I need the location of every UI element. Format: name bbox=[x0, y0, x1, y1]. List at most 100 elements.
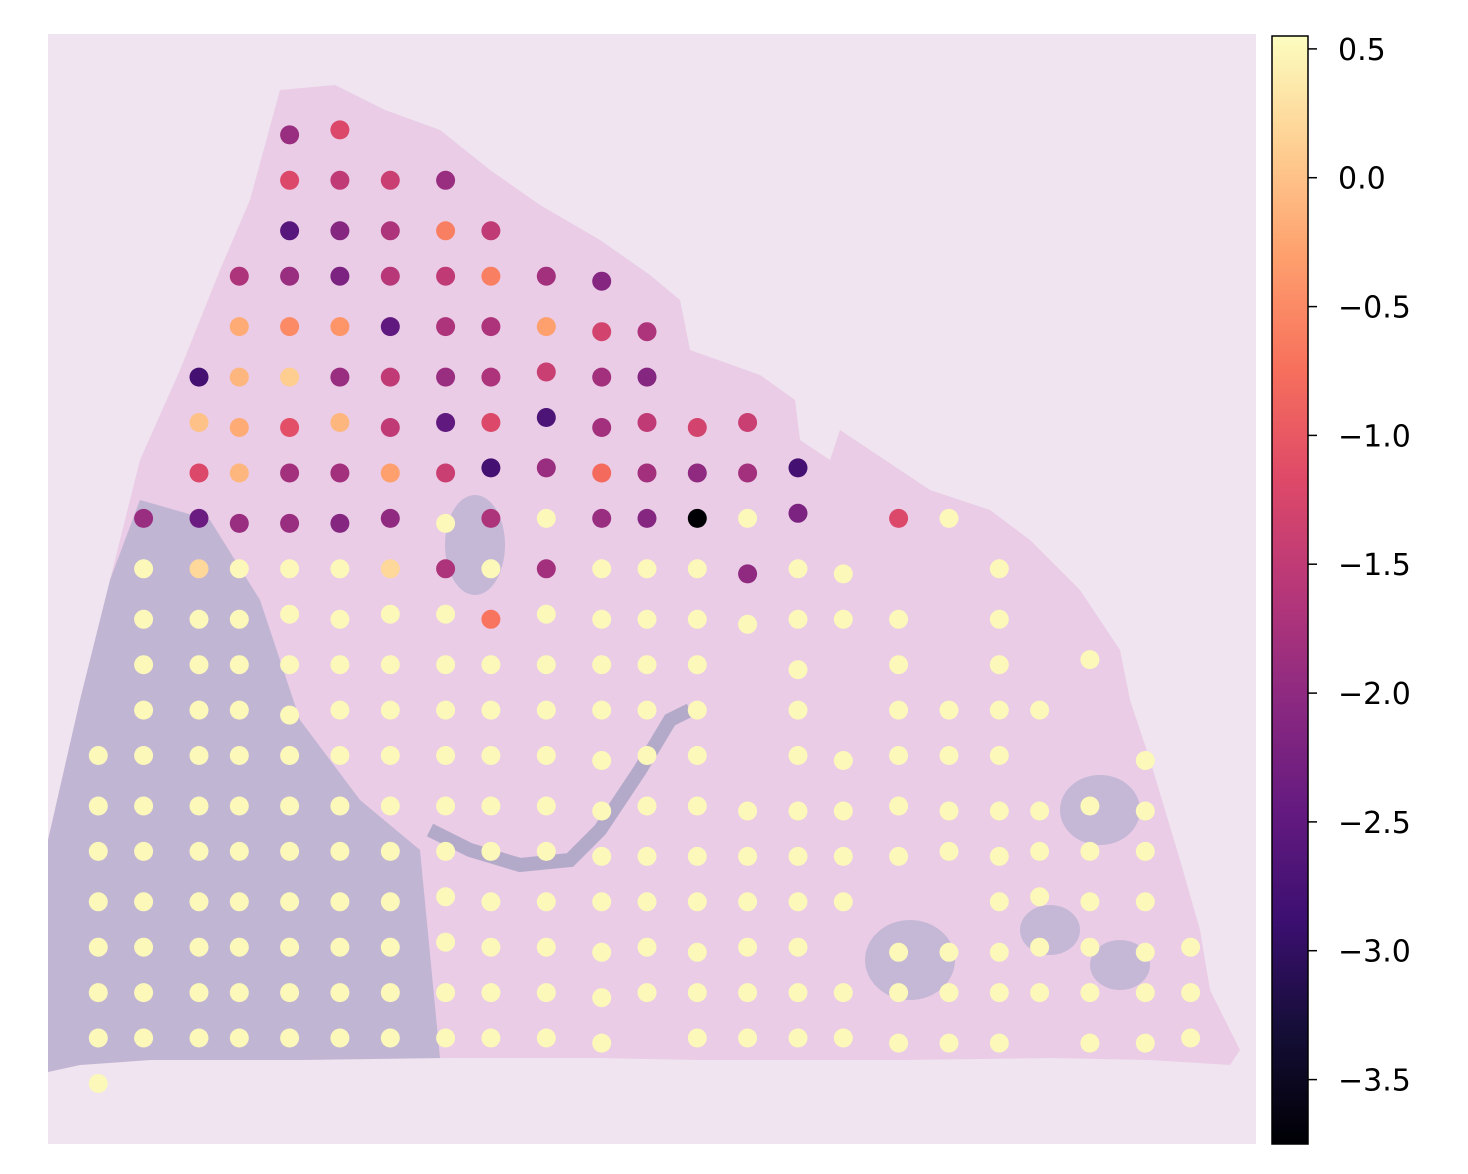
scatter-point bbox=[637, 367, 657, 387]
tissue-cluster bbox=[1090, 940, 1150, 990]
scatter-point bbox=[330, 1028, 350, 1048]
scatter-point bbox=[481, 413, 501, 432]
scatter-point bbox=[788, 801, 808, 821]
scatter-point bbox=[134, 609, 154, 629]
scatter-point bbox=[1030, 983, 1050, 1003]
scatter-point bbox=[592, 942, 612, 962]
scatter-point bbox=[380, 317, 400, 337]
colorbar-tick-label: −1.0 bbox=[1338, 419, 1411, 454]
colorbar-tick-label: −3.5 bbox=[1338, 1064, 1411, 1099]
scatter-point bbox=[134, 1028, 154, 1048]
scatter-point bbox=[330, 841, 350, 861]
colorbar-tick-label: −0.5 bbox=[1338, 291, 1411, 326]
scatter-point bbox=[637, 746, 657, 765]
scatter-point bbox=[1135, 983, 1155, 1003]
scatter-point bbox=[330, 120, 350, 140]
scatter-point bbox=[1080, 937, 1100, 957]
scatter-point bbox=[280, 559, 300, 579]
scatter-point bbox=[330, 746, 350, 765]
colorbar-tick-label: −2.0 bbox=[1338, 677, 1411, 712]
scatter-point bbox=[592, 655, 612, 675]
colorbar-gradient bbox=[1271, 35, 1309, 1145]
scatter-point bbox=[436, 700, 456, 720]
scatter-point bbox=[989, 801, 1009, 821]
scatter-point bbox=[738, 983, 758, 1003]
scatter-point bbox=[788, 458, 808, 478]
scatter-point bbox=[1135, 751, 1155, 770]
scatter-point bbox=[592, 322, 612, 342]
scatter-point bbox=[536, 362, 556, 382]
scatter-point bbox=[687, 983, 707, 1003]
scatter-point bbox=[788, 559, 808, 579]
scatter-point bbox=[637, 559, 657, 579]
scatter-point bbox=[280, 125, 300, 145]
scatter-point bbox=[330, 266, 350, 286]
scatter-point bbox=[330, 609, 350, 629]
scatter-point bbox=[436, 266, 456, 286]
scatter-point bbox=[687, 655, 707, 675]
scatter-point bbox=[592, 463, 612, 483]
scatter-point bbox=[989, 746, 1009, 765]
scatter-point bbox=[88, 796, 108, 816]
scatter-point bbox=[189, 463, 209, 483]
scatter-point bbox=[1080, 1033, 1100, 1053]
scatter-point bbox=[738, 614, 758, 634]
scatter-point bbox=[280, 655, 300, 675]
scatter-point bbox=[1030, 841, 1050, 861]
scatter-point bbox=[88, 983, 108, 1003]
scatter-point bbox=[280, 796, 300, 816]
scatter-point bbox=[189, 937, 209, 957]
tissue-cluster bbox=[1060, 775, 1140, 845]
scatter-point bbox=[788, 609, 808, 629]
scatter-point bbox=[536, 796, 556, 816]
scatter-point bbox=[134, 508, 154, 528]
scatter-point bbox=[229, 266, 249, 286]
scatter-point bbox=[330, 937, 350, 957]
scatter-point bbox=[637, 413, 657, 432]
scatter-point bbox=[436, 841, 456, 861]
scatter-point bbox=[229, 609, 249, 629]
scatter-point bbox=[536, 983, 556, 1003]
scatter-point bbox=[1080, 650, 1100, 670]
scatter-point bbox=[989, 846, 1009, 866]
scatter-point bbox=[481, 1028, 501, 1048]
tissue-cluster bbox=[445, 495, 505, 595]
scatter-point bbox=[536, 746, 556, 765]
scatter-point bbox=[280, 418, 300, 437]
scatter-point bbox=[380, 983, 400, 1003]
scatter-point bbox=[833, 564, 853, 584]
scatter-point bbox=[738, 508, 758, 528]
scatter-point bbox=[481, 746, 501, 765]
scatter-point bbox=[788, 846, 808, 866]
scatter-point bbox=[989, 983, 1009, 1003]
scatter-point bbox=[88, 746, 108, 765]
scatter-point bbox=[134, 983, 154, 1003]
scatter-point bbox=[280, 266, 300, 286]
scatter-point bbox=[134, 892, 154, 912]
scatter-point bbox=[88, 937, 108, 957]
scatter-point bbox=[989, 1033, 1009, 1053]
scatter-point bbox=[481, 221, 501, 241]
scatter-point bbox=[1080, 892, 1100, 912]
scatter-point bbox=[134, 796, 154, 816]
scatter-point bbox=[738, 564, 758, 584]
scatter-point bbox=[536, 408, 556, 427]
scatter-point bbox=[330, 983, 350, 1003]
scatter-point bbox=[330, 796, 350, 816]
colorbar-tick-label: −3.0 bbox=[1338, 935, 1411, 970]
scatter-point bbox=[939, 942, 959, 962]
scatter-point bbox=[330, 513, 350, 533]
scatter-point bbox=[481, 609, 501, 629]
scatter-point bbox=[280, 983, 300, 1003]
tissue-vessel bbox=[426, 703, 694, 873]
scatter-point bbox=[1181, 937, 1201, 957]
scatter-point bbox=[436, 983, 456, 1003]
scatter-point bbox=[436, 796, 456, 816]
scatter-point bbox=[536, 700, 556, 720]
scatter-point bbox=[889, 609, 909, 629]
scatter-point bbox=[481, 841, 501, 861]
tissue-cluster bbox=[1020, 905, 1080, 955]
scatter-point bbox=[536, 559, 556, 579]
scatter-point bbox=[592, 892, 612, 912]
scatter-point bbox=[380, 508, 400, 528]
